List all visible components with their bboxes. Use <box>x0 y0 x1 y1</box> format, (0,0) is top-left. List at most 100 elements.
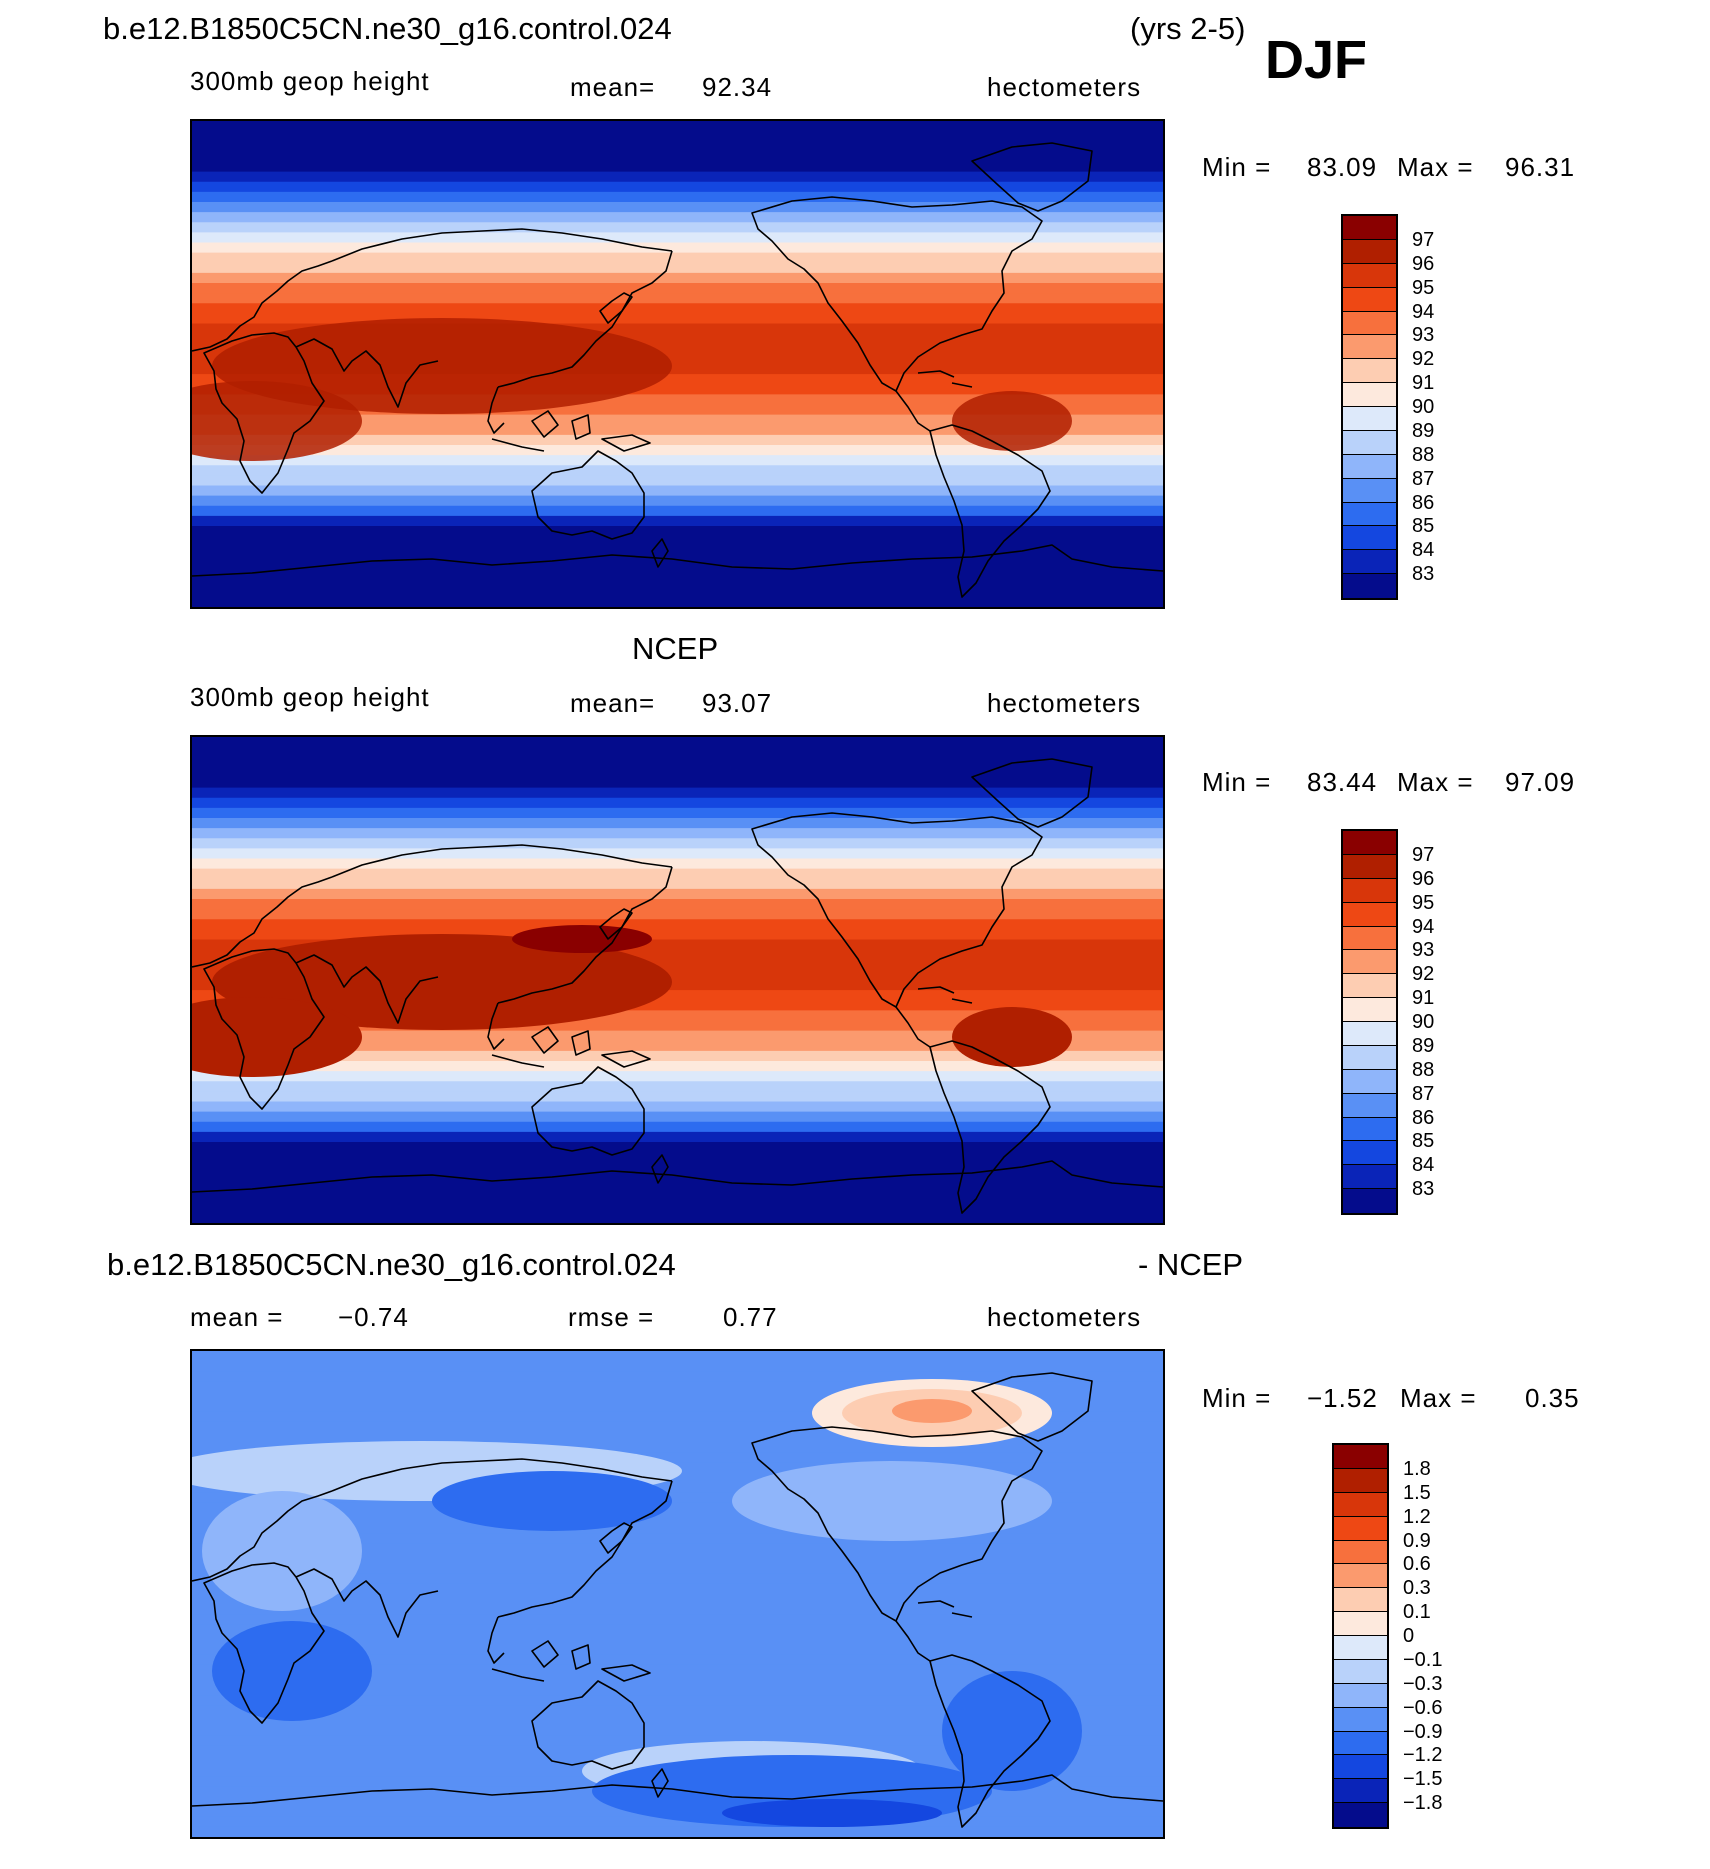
colorbar-swatch <box>1343 950 1396 975</box>
coastline <box>651 538 669 568</box>
colorbar-tick-label: 83 <box>1412 563 1435 586</box>
contour-band <box>192 374 1163 386</box>
coastline <box>895 1620 931 1662</box>
contour-band <box>192 445 1163 457</box>
contour-band <box>192 1411 1163 1423</box>
panel1-map <box>190 119 1165 609</box>
contour-band <box>192 1492 1163 1504</box>
contour-blob <box>512 925 652 953</box>
coastline <box>531 410 559 438</box>
contour-band <box>192 586 1163 598</box>
coastline <box>491 1668 545 1682</box>
coastline <box>497 250 673 388</box>
contour-band <box>192 818 1163 830</box>
colorbar-tick-label: −1.8 <box>1403 1792 1443 1815</box>
colorbar-swatch <box>1343 502 1396 527</box>
colorbar-tick-label: 97 <box>1412 228 1435 251</box>
contour-band <box>192 969 1163 981</box>
contour-blob <box>952 1007 1072 1067</box>
panel1-min-value: 83.09 <box>1307 152 1378 182</box>
colorbar-tick-label: 85 <box>1412 515 1435 538</box>
contour-band <box>192 858 1163 870</box>
contour-band <box>192 272 1163 284</box>
contour-band <box>192 526 1163 538</box>
contour-band <box>192 1091 1163 1103</box>
panel2-variable: 300mb geop height <box>190 682 430 712</box>
colorbar-tick-label: 91 <box>1412 372 1435 395</box>
coastline <box>531 1026 559 1054</box>
coastline <box>971 1372 1093 1442</box>
coastline <box>601 434 651 452</box>
contour-band <box>192 767 1163 779</box>
contour-band <box>192 546 1163 558</box>
contour-band <box>192 1202 1163 1214</box>
contour-band <box>192 1131 1163 1143</box>
panel2-max-label: Max = <box>1397 767 1474 797</box>
contour-band <box>192 414 1163 426</box>
colorbar-tick-label: 91 <box>1412 987 1435 1010</box>
colorbar-tick-label: 87 <box>1412 1082 1435 1105</box>
contour-band <box>192 131 1163 143</box>
coastline <box>751 812 1043 1008</box>
contour-band <box>192 202 1163 214</box>
contour-band <box>192 980 1163 992</box>
colorbar-tick-label: 85 <box>1412 1130 1435 1153</box>
contour-band <box>192 151 1163 163</box>
case-title: b.e12.B1850C5CN.ne30_g16.control.024 <box>103 11 672 46</box>
coastline <box>601 1664 651 1682</box>
coastline <box>571 1644 591 1670</box>
colorbar-swatch <box>1343 263 1396 288</box>
coastline <box>487 386 505 434</box>
contour-band <box>192 252 1163 264</box>
contour-band <box>192 1695 1163 1707</box>
coastline <box>531 1066 645 1156</box>
colorbar-tick-label: −0.6 <box>1403 1696 1443 1719</box>
coastline <box>599 292 633 324</box>
coastline <box>951 382 973 388</box>
colorbar-swatch <box>1334 1445 1387 1469</box>
colorbar-swatch <box>1343 287 1396 312</box>
panel1-min-label: Min = <box>1202 152 1272 182</box>
contour-band <box>192 475 1163 487</box>
contour-band <box>192 848 1163 860</box>
colorbar-tick-label: 1.8 <box>1403 1457 1431 1480</box>
coastline <box>192 876 333 968</box>
contour-band <box>192 1040 1163 1052</box>
contour-band <box>192 919 1163 931</box>
contour-band <box>192 1061 1163 1073</box>
contour-band <box>192 333 1163 345</box>
panel3-min-label: Min = <box>1202 1383 1272 1413</box>
contour-band <box>192 1152 1163 1164</box>
coastline <box>531 1640 559 1668</box>
contour-band <box>192 1533 1163 1545</box>
panel3-units: hectometers <box>987 1302 1142 1332</box>
coastline <box>971 142 1093 212</box>
panel2-mean-value: 93.07 <box>702 688 773 718</box>
contour-band <box>192 1010 1163 1022</box>
contour-band <box>192 1182 1163 1194</box>
contour-band <box>192 1634 1163 1646</box>
panel2-max-value: 97.09 <box>1505 767 1576 797</box>
colorbar-swatch <box>1343 216 1396 240</box>
contour-blob <box>212 1621 372 1721</box>
panel1-max-label: Max = <box>1397 152 1474 182</box>
colorbar-swatch <box>1343 1045 1396 1070</box>
colorbar-tick-label: 92 <box>1412 348 1435 371</box>
contour-band <box>192 797 1163 809</box>
contour-band <box>192 536 1163 548</box>
contour-band <box>192 1421 1163 1433</box>
colorbar-tick-label: 1.2 <box>1403 1505 1431 1528</box>
panel3-map <box>190 1349 1165 1839</box>
contour-band <box>192 899 1163 911</box>
colorbar-swatch <box>1343 407 1396 431</box>
colorbar-swatch <box>1343 998 1396 1022</box>
contour-band <box>192 1644 1163 1656</box>
colorbar-tick-label: 84 <box>1412 539 1435 562</box>
coastline <box>917 986 955 994</box>
colorbar-swatch <box>1343 430 1396 455</box>
contour-band <box>192 1121 1163 1133</box>
colorbar-tick-label: 97 <box>1412 843 1435 866</box>
contour-band <box>192 1381 1163 1393</box>
contour-band <box>192 1351 1163 1363</box>
coastline <box>929 1654 1051 1828</box>
